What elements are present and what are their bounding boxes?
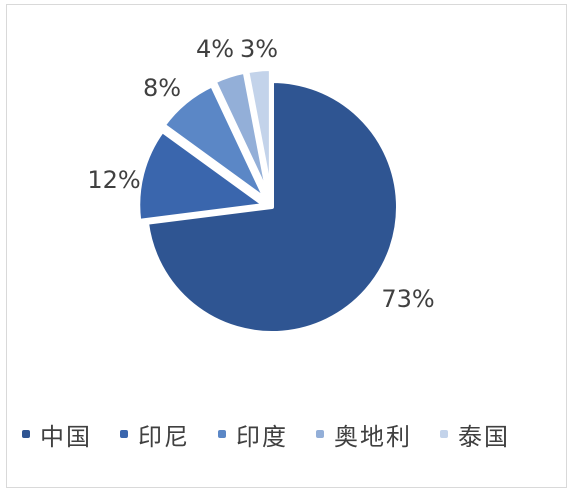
legend-label-china: 中国 [40,422,92,451]
legend-swatch-china [22,430,30,438]
legend-label-india: 印度 [236,422,288,451]
legend-label-indonesia: 印尼 [138,422,190,451]
legend-swatch-austria [316,430,324,438]
data-label-india: 8% [143,74,181,102]
legend: 中国 印尼 印度 奥地利 泰国 [22,414,510,454]
legend-label-austria: 奥地利 [334,422,412,451]
legend-swatch-indonesia [120,430,128,438]
legend-item-thailand: 泰国 [440,417,510,452]
data-label-austria: 4% [196,35,234,63]
pie-slice-india [161,83,268,202]
data-label-thailand: 3% [240,35,278,63]
legend-item-indonesia: 印尼 [120,417,190,452]
legend-item-austria: 奥地利 [316,417,412,452]
data-label-china: 73% [381,285,434,313]
data-label-indonesia: 12% [87,166,140,194]
legend-label-thailand: 泰国 [458,422,510,451]
legend-item-china: 中国 [22,417,92,452]
legend-item-india: 印度 [218,417,288,452]
legend-swatch-thailand [440,430,448,438]
legend-swatch-india [218,430,226,438]
pie-slice-austria [212,69,271,198]
pie-slice-thailand [245,67,273,198]
pie-slice-indonesia [136,128,267,223]
pie-slice-china [144,79,400,335]
